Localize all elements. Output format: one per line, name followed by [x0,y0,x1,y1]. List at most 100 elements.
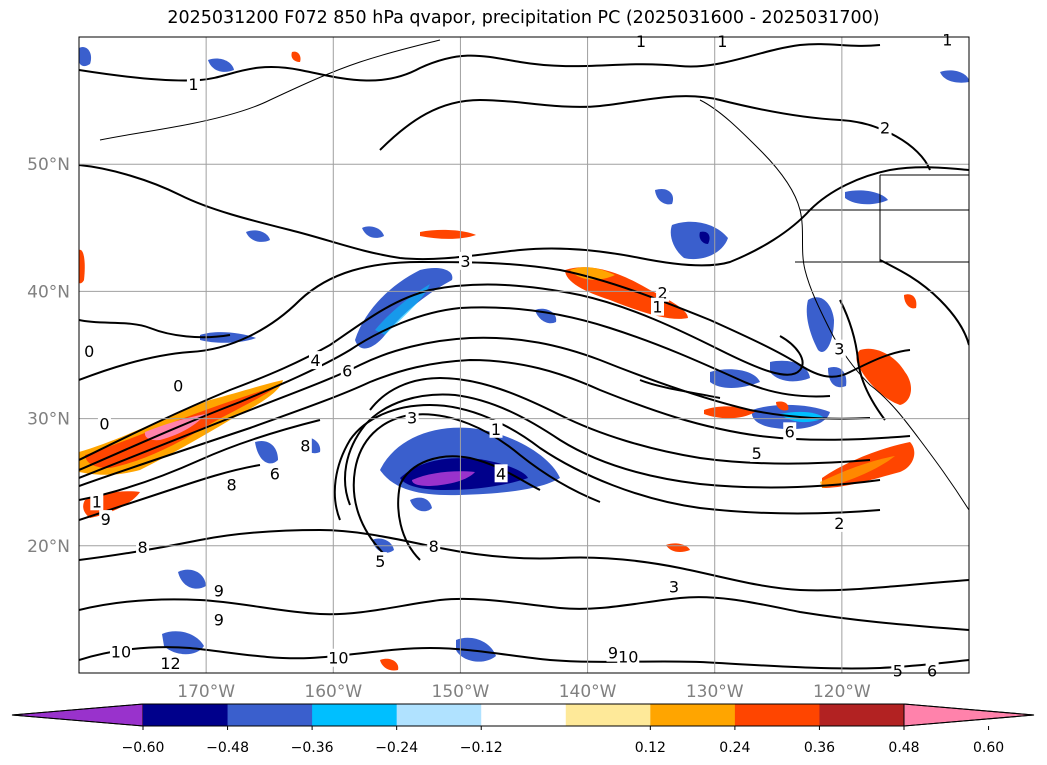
contour-label-bg [340,361,354,380]
contour-label: 3 [669,578,679,597]
latitude-tick-labels: 20°N 30°N 40°N 50°N [27,155,70,557]
lon-tick-label: 160°W [304,682,362,702]
colorbar-tick-label: −0.36 [291,740,334,756]
colorbar-segment [819,704,905,726]
contour-label: 0 [99,415,109,434]
lon-tick-label: 170°W [177,682,235,702]
precip-negative-blob [410,497,432,512]
contour-label-bg [651,297,664,316]
contour-line [879,259,969,346]
contour-label-bg [427,536,441,555]
contour-label: 12 [160,654,180,673]
contour-label-bg [459,251,473,270]
contour-label: 2 [657,284,667,303]
contour-label-bg [715,31,729,50]
precip-negative-central-peak [412,471,475,486]
contour-label: 10 [618,647,638,666]
colorbar-segment [650,704,736,726]
contour-label: 1 [942,31,952,50]
contour-label: 1 [92,492,102,511]
lat-tick-label: 40°N [27,282,70,302]
contour-label: 4 [310,351,320,370]
lon-tick-label: 140°W [559,682,617,702]
contour-label-bg [298,436,312,455]
longitude-tick-labels: 170°W 160°W 150°W 140°W 130°W 120°W [177,682,871,702]
contour-label-bg [186,75,200,94]
contour-label: 9 [608,644,618,663]
contour-label-bg [925,661,939,680]
contour-line [79,164,969,267]
coastline-alaska [99,39,441,141]
contour-label: 9 [214,611,224,630]
contour-label-bg [268,464,282,483]
chart-title: 2025031200 F072 850 hPa qvapor, precipit… [167,8,880,28]
contour-line [79,419,321,501]
contour-label: 6 [342,361,352,380]
contour-label-bg [750,443,764,462]
contour-label-bg [373,552,387,571]
contour-label: 3 [460,252,470,271]
contour-label-bg [667,577,681,596]
contour-label-bg [136,538,150,557]
colorbar-tick-label: −0.12 [460,740,503,756]
colorbar: −0.60 −0.48 −0.36 −0.24 −0.12 0.12 0.24 0.36 0.4… [11,703,1035,756]
contour-label: 1 [717,32,727,51]
lat-tick-label: 20°N [27,537,70,557]
state-border [795,174,969,263]
contour-label-bg [212,610,226,629]
precip-negative-east [670,221,728,260]
contour-line [79,283,804,461]
contour-label-bg [212,581,226,600]
contour-label: 0 [84,342,94,361]
contour-label: 6 [927,661,937,680]
contour-label-bg [159,653,182,672]
contour-line [79,43,881,82]
colorbar-tick-label: 0.12 [635,740,666,756]
contour-line [839,299,886,421]
contour-label-bg [90,492,104,511]
contour-label-bg [617,647,640,666]
colorbar-extend-high [903,703,1035,727]
lon-tick-label: 150°W [432,682,490,702]
lat-tick-label: 30°N [27,410,70,430]
lon-tick-label: 130°W [686,682,744,702]
colorbar-tick-label: 0.36 [804,740,835,756]
map-background [79,37,969,673]
contour-label: 10 [328,649,348,668]
contour-label-bg [109,642,132,661]
contour-label-bg [606,643,620,662]
contour-label-bg [878,118,892,137]
contour-label-bg [97,414,111,433]
contour-line [333,404,881,521]
colorbar-segment [481,704,567,726]
contour-label-bg [171,376,185,395]
contour-label-bg [82,342,96,361]
contour-label-bg [832,513,846,532]
contour-line [79,359,911,487]
contour-line [79,261,911,381]
contour-label: 8 [300,436,310,455]
contour-line [369,377,871,465]
colorbar-tick-label: 0.60 [973,740,1004,756]
contour-label-bg [308,351,322,370]
colorbar-segment [227,704,313,726]
colorbar-extend-low [11,703,144,727]
contour-line [79,306,831,471]
coastline-northamerica [699,99,969,511]
coastlines [99,39,969,511]
contour-label: 5 [752,444,762,463]
precip-positive-edge [79,249,85,284]
contour-label-bg [832,339,846,358]
contour-label-bg [891,661,905,680]
contour-label: 1 [188,75,198,94]
contour-line [79,529,969,592]
colorbar-segment [312,704,398,726]
colorbar-tick-label: 0.48 [888,740,919,756]
contour-label: 1 [491,420,501,439]
colorbar-tick-label: −0.60 [122,740,165,756]
contour-label: 9 [101,510,111,529]
colorbar-tick-label: −0.24 [375,740,418,756]
contour-label: 0 [173,377,183,396]
contour-label: 2 [834,514,844,533]
